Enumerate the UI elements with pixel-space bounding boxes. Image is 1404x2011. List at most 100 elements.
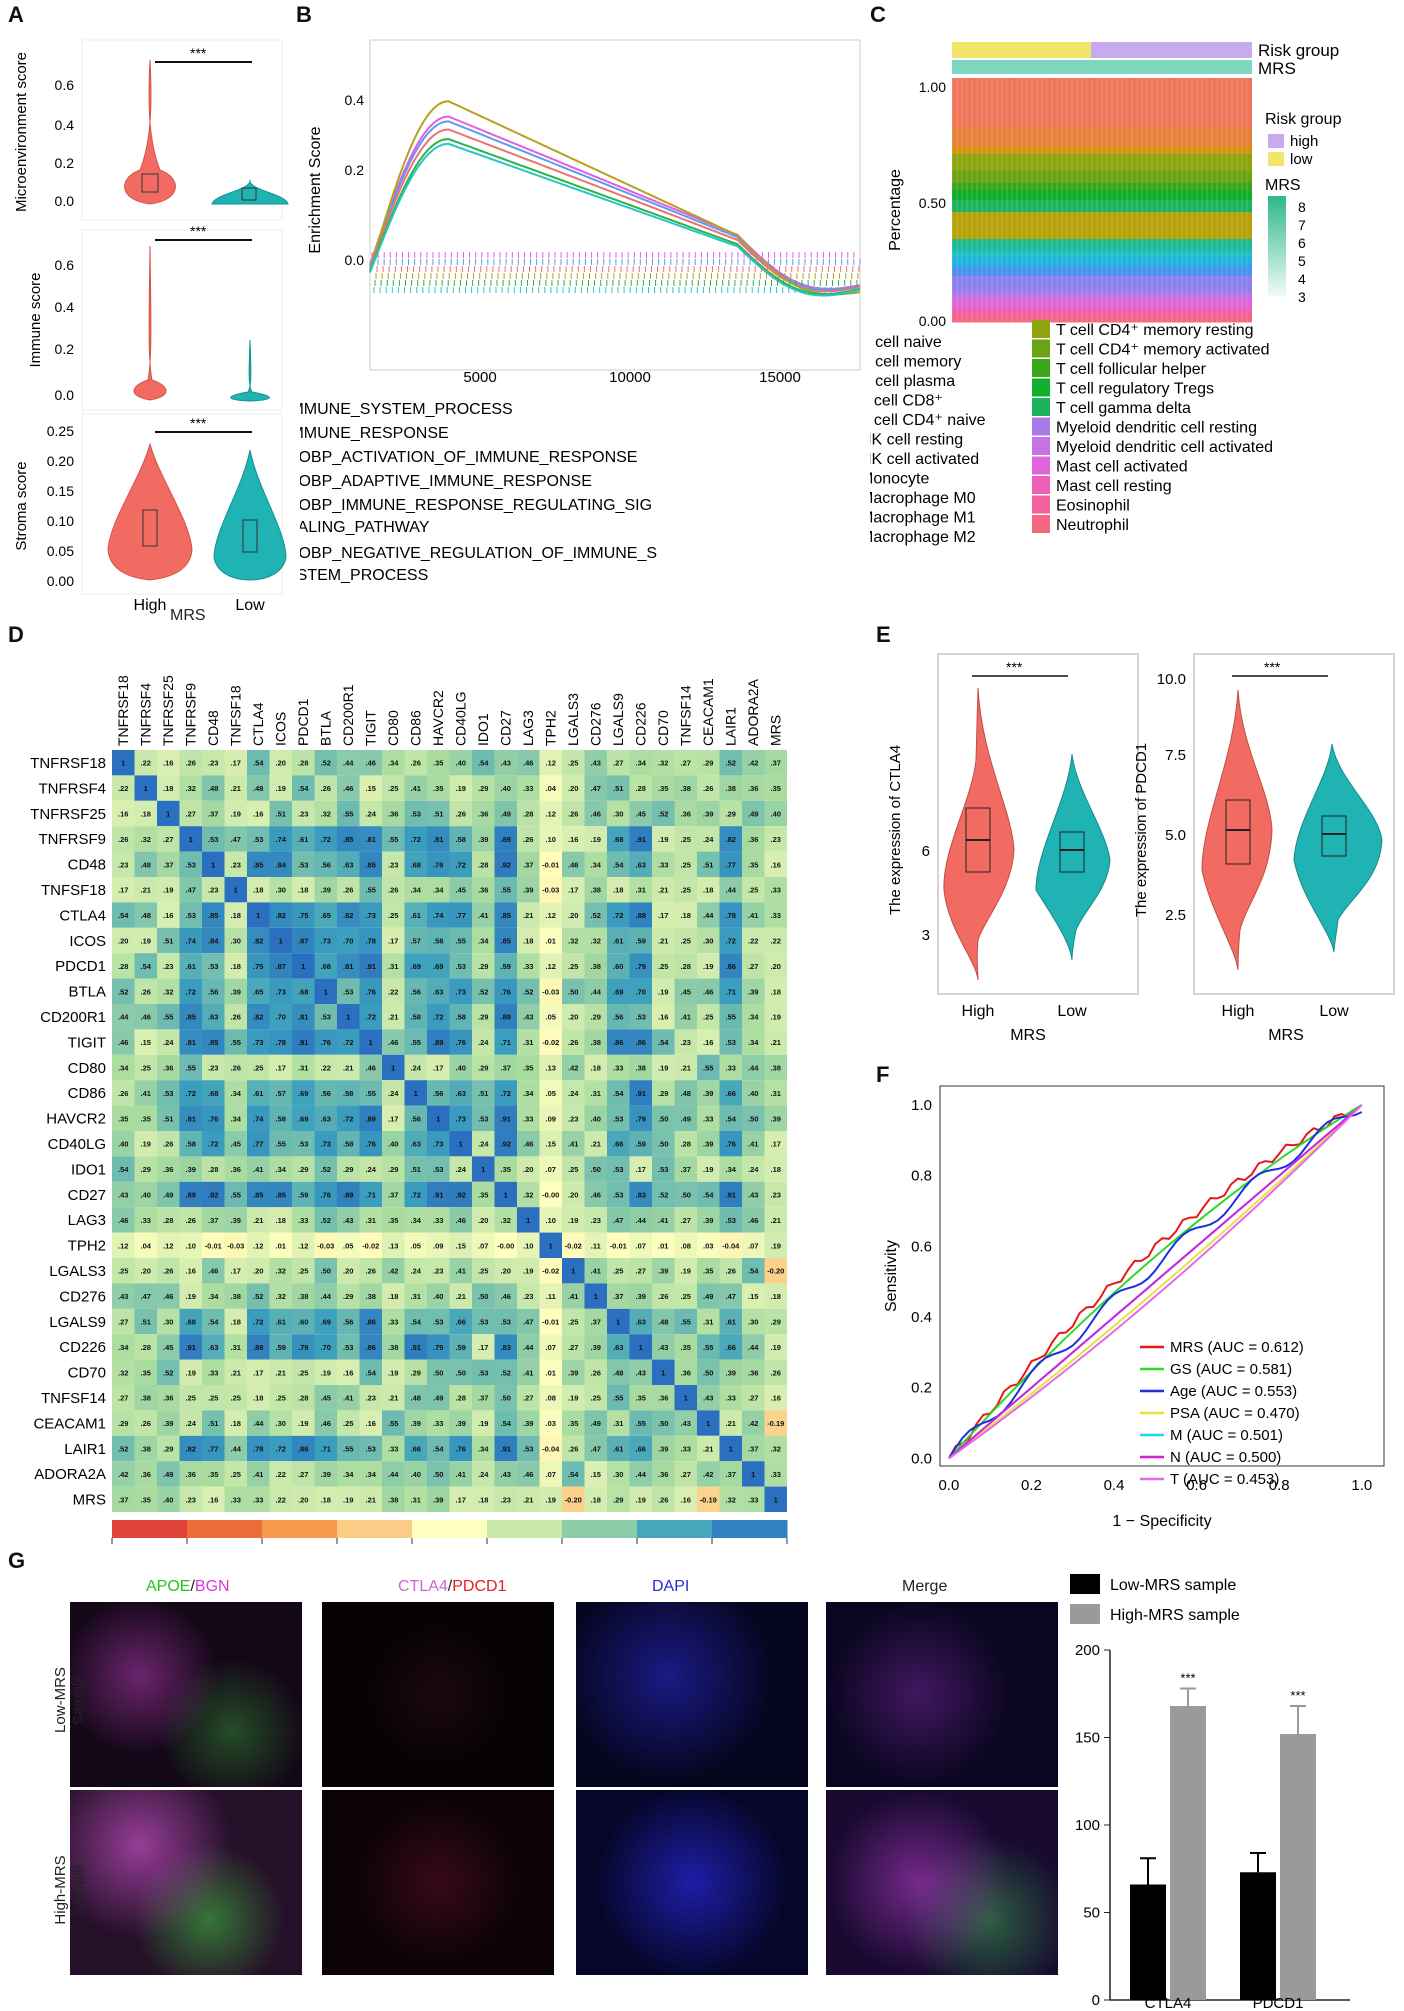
- heatmap-cell: [247, 1054, 270, 1081]
- heatmap-value: .72: [501, 1089, 511, 1098]
- heatmap-cell: [584, 1385, 607, 1411]
- heatmap-value: .51: [163, 937, 173, 946]
- heatmap-value: .23: [501, 1495, 511, 1504]
- heatmap-value: .26: [141, 1419, 151, 1428]
- heatmap-cell: [449, 1207, 472, 1233]
- heatmap-value: .52: [501, 1368, 511, 1377]
- stack-segment: [952, 312, 1252, 318]
- heatmap-value: .23: [231, 860, 241, 869]
- heatmap-value: .28: [118, 962, 128, 971]
- heatmap-value: .40: [501, 784, 511, 793]
- heatmap-value: .49: [501, 810, 511, 819]
- heatmap-cell: [427, 1131, 450, 1157]
- heatmap-cell: [179, 1232, 202, 1258]
- heatmap-cell: [247, 1258, 270, 1284]
- heatmap-cell: [382, 1181, 405, 1208]
- heatmap-cell: [404, 800, 427, 827]
- column-label: CD276: [588, 702, 604, 746]
- heatmap-cell: [427, 1080, 450, 1106]
- heatmap-value: .47: [231, 835, 241, 844]
- heatmap-cell: [247, 1486, 270, 1512]
- heatmap-cell: [269, 1054, 292, 1081]
- heatmap-cell: [539, 1283, 562, 1309]
- heatmap-value: .88: [636, 911, 646, 920]
- heatmap-cell: [472, 775, 495, 801]
- heatmap-value: .59: [298, 1191, 308, 1200]
- heatmap-cell: [179, 1308, 202, 1335]
- group-high: High: [1222, 1003, 1255, 1020]
- heatmap-cell: [314, 1207, 337, 1233]
- heatmap-cell: [404, 1359, 427, 1385]
- heatmap-cell: [134, 902, 157, 928]
- heatmap-cell: [337, 1334, 360, 1360]
- y-tick: 1.0: [911, 1097, 932, 1114]
- heatmap-cell: [359, 851, 382, 877]
- heatmap-cell: [404, 1029, 427, 1055]
- heatmap-value: .18: [771, 1292, 781, 1301]
- heatmap-value: .37: [681, 1165, 691, 1174]
- heatmap-cell: [292, 851, 315, 877]
- heatmap-value: .29: [343, 1165, 353, 1174]
- heatmap-cell: [629, 1435, 652, 1462]
- y-tick: 200: [1075, 1642, 1100, 1659]
- heatmap-value: .73: [276, 987, 286, 996]
- heatmap-value: .19: [478, 1419, 488, 1428]
- heatmap-value: .23: [208, 759, 218, 768]
- heatmap-value: .53: [636, 1013, 646, 1022]
- heatmap-value: .33: [523, 1114, 533, 1123]
- heatmap-value: .17: [568, 886, 578, 895]
- legend-label: N (AUC = 0.500): [1170, 1449, 1281, 1466]
- heatmap-value: .26: [568, 1445, 578, 1454]
- heatmap-value: .82: [276, 911, 286, 920]
- heatmap-cell: [134, 1385, 157, 1411]
- heatmap-cell: [584, 1105, 607, 1131]
- heatmap-cell: [157, 1054, 180, 1081]
- heatmap-value: .21: [726, 1419, 736, 1428]
- heatmap-value: .22: [771, 937, 781, 946]
- row-label: TPH2: [68, 1238, 106, 1255]
- heatmap-cell: [202, 1181, 225, 1208]
- heatmap-value: .23: [591, 1216, 601, 1225]
- heatmap-cell: [179, 1004, 202, 1030]
- heatmap-cell: [719, 1029, 742, 1055]
- heatmap-value: .45: [456, 886, 466, 895]
- heatmap-value: .46: [748, 1216, 758, 1225]
- heatmap-cell: [134, 1486, 157, 1512]
- heatmap-cell: [337, 1308, 360, 1335]
- heatmap-value: 1: [616, 1318, 620, 1327]
- heatmap-value: .38: [298, 1292, 308, 1301]
- heatmap-cell: [427, 1029, 450, 1055]
- heatmap-cell: [269, 851, 292, 877]
- heatmap-cell: [247, 877, 270, 903]
- heatmap-cell: [764, 1486, 787, 1512]
- heatmap-cell: [359, 1181, 382, 1208]
- heatmap-cell: [359, 750, 382, 776]
- heatmap-value: .38: [591, 962, 601, 971]
- heatmap-cell: [404, 1105, 427, 1131]
- channel-label: APOE/BGN: [146, 1578, 230, 1595]
- heatmap-value: .47: [613, 1216, 623, 1225]
- heatmap-value: .31: [636, 886, 646, 895]
- heatmap-value: 1: [144, 784, 148, 793]
- heatmap-value: .92: [208, 1191, 218, 1200]
- heatmap-value: .43: [748, 1191, 758, 1200]
- heatmap-value: .33: [388, 1445, 398, 1454]
- heatmap-value: .38: [681, 784, 691, 793]
- heatmap-cell: [157, 1359, 180, 1385]
- heatmap-value: .30: [231, 937, 241, 946]
- microscopy-image: [826, 1790, 1058, 1975]
- heatmap-value: .91: [366, 962, 376, 971]
- row-label: CEACAM1: [33, 1415, 106, 1432]
- y-tick: 50: [1083, 1905, 1100, 1922]
- heatmap-value: .19: [456, 784, 466, 793]
- heatmap-cell: [449, 877, 472, 903]
- heatmap-cell: [314, 978, 337, 1004]
- heatmap-cell: [539, 775, 562, 801]
- heatmap-cell: [157, 1004, 180, 1030]
- heatmap-value: .12: [546, 911, 556, 920]
- heatmap-cell: [382, 1359, 405, 1385]
- heatmap-cell: [584, 1004, 607, 1030]
- heatmap-cell: [517, 877, 540, 903]
- heatmap-value: .46: [523, 1140, 533, 1149]
- heatmap-value: .32: [321, 810, 331, 819]
